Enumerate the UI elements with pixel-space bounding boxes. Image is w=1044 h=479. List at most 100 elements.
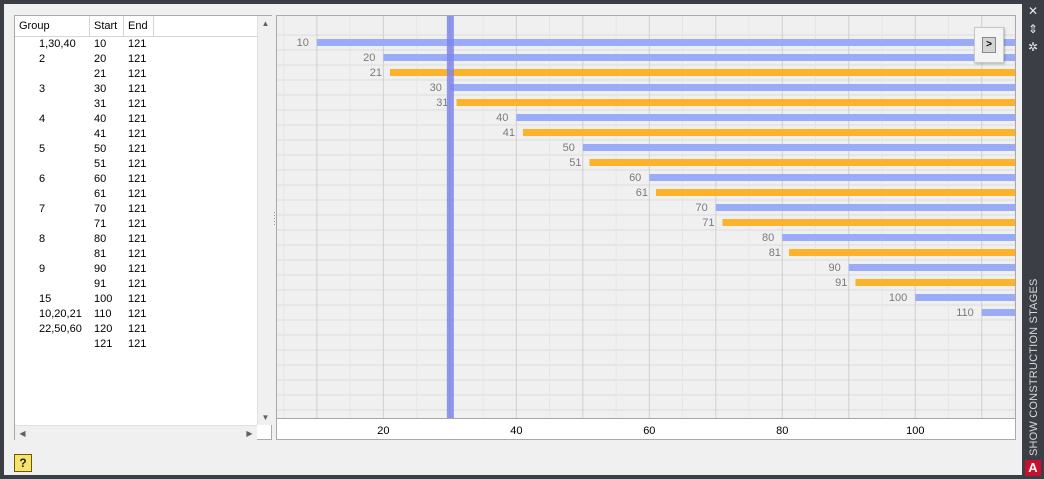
- stage-bar-label: 30: [430, 82, 442, 94]
- palette-title: SHOW CONSTRUCTION STAGES: [1028, 278, 1040, 456]
- row-start: 31: [94, 98, 107, 110]
- window-border-top: [0, 0, 1022, 4]
- autohide-icon[interactable]: ⇕: [1027, 22, 1039, 36]
- row-end: 121: [128, 323, 147, 335]
- scroll-right-icon[interactable]: ▶: [246, 429, 253, 438]
- window-border-left: [0, 0, 4, 479]
- list-item[interactable]: 4 40 121: [15, 112, 257, 127]
- row-end: 121: [128, 158, 147, 170]
- row-start: 120: [94, 323, 113, 335]
- vertical-scrollbar[interactable]: ▲ ▼: [257, 16, 273, 425]
- stage-bar: [848, 264, 1015, 271]
- help-icon[interactable]: ?: [14, 454, 32, 472]
- stage-bar-label: 21: [370, 67, 382, 79]
- list-item[interactable]: 81 121: [15, 247, 257, 262]
- row-end: 121: [128, 308, 147, 320]
- list-item[interactable]: 15 100 121: [15, 292, 257, 307]
- row-end: 121: [128, 263, 147, 275]
- row-start: 91: [94, 278, 107, 290]
- stage-bar-label: 80: [762, 232, 774, 244]
- stage-bar-label: 60: [629, 172, 641, 184]
- list-item[interactable]: 6 60 121: [15, 172, 257, 187]
- x-tick-label: 80: [776, 425, 788, 437]
- x-tick-label: 40: [510, 425, 522, 437]
- gantt-chart[interactable]: 10 20 21 30 31 40 41 50 51 60 61 70 71 80 81 90 91 100 110…: [276, 15, 1016, 440]
- stage-bar: [516, 114, 1015, 121]
- list-item[interactable]: 71 121: [15, 217, 257, 232]
- close-icon[interactable]: ✕: [1027, 4, 1039, 18]
- stage-bar: [383, 54, 1015, 61]
- list-item[interactable]: 1,30,40 10 121: [15, 37, 257, 52]
- row-start: 20: [94, 53, 107, 65]
- stage-bar-label: 70: [696, 202, 708, 214]
- x-axis-background: [277, 418, 1015, 439]
- autocad-logo-icon: A: [1025, 460, 1041, 476]
- list-item[interactable]: 7 70 121: [15, 202, 257, 217]
- stage-bar-label: 31: [436, 97, 448, 109]
- row-group: 9: [39, 263, 46, 275]
- row-end: 121: [128, 83, 147, 95]
- row-group: 5: [39, 143, 46, 155]
- row-group: 6: [39, 173, 46, 185]
- row-end: 121: [128, 53, 147, 65]
- horizontal-scrollbar[interactable]: ◀ ▶: [15, 425, 257, 441]
- stage-bar-label: 91: [835, 277, 847, 289]
- list-item[interactable]: 8 80 121: [15, 232, 257, 247]
- palette-title-bar[interactable]: ✕ ⇕ ✲: [1022, 0, 1044, 479]
- column-header-start[interactable]: Start: [90, 16, 124, 36]
- stage-bar-label: 71: [702, 217, 714, 229]
- window-border-bottom: [0, 475, 1022, 479]
- next-stage-button[interactable]: >: [974, 27, 1004, 63]
- stage-bar-label: 90: [829, 262, 841, 274]
- row-end: 121: [128, 68, 147, 80]
- list-item[interactable]: 121 121: [15, 337, 257, 352]
- stage-bar-label: 50: [563, 142, 575, 154]
- scroll-left-icon[interactable]: ◀: [19, 429, 26, 438]
- stage-bar-label: 61: [636, 187, 648, 199]
- row-group: 1,30,40: [39, 38, 76, 50]
- row-end: 121: [128, 338, 147, 350]
- stage-bar: [715, 204, 1015, 211]
- list-item[interactable]: 2 20 121: [15, 52, 257, 67]
- stage-bar: [523, 129, 1015, 136]
- gantt-chart-svg: 10 20 21 30 31 40 41 50 51 60 61 70 71 80 81 90 91 100 110…: [277, 16, 1015, 439]
- stage-bar: [456, 99, 1015, 106]
- stage-bar: [582, 144, 1015, 151]
- list-item[interactable]: 51 121: [15, 157, 257, 172]
- row-group: 22,50,60: [39, 323, 82, 335]
- row-end: 121: [128, 203, 147, 215]
- panel-splitter[interactable]: [273, 210, 276, 234]
- list-item[interactable]: 31 121: [15, 97, 257, 112]
- list-item[interactable]: 22,50,60 120 121: [15, 322, 257, 337]
- stage-bar-label: 20: [363, 52, 375, 64]
- list-item[interactable]: 5 50 121: [15, 142, 257, 157]
- row-group: 3: [39, 83, 46, 95]
- list-item[interactable]: 41 121: [15, 127, 257, 142]
- row-start: 100: [94, 293, 113, 305]
- list-item[interactable]: 61 121: [15, 187, 257, 202]
- list-item[interactable]: 9 90 121: [15, 262, 257, 277]
- row-start: 41: [94, 128, 107, 140]
- properties-icon[interactable]: ✲: [1027, 40, 1039, 54]
- column-header-group[interactable]: Group: [15, 16, 90, 36]
- list-item[interactable]: 10,20,21 110 121: [15, 307, 257, 322]
- row-end: 121: [128, 248, 147, 260]
- stage-bar: [855, 279, 1015, 286]
- list-header: Group Start End: [15, 16, 257, 37]
- scroll-up-icon[interactable]: ▲: [261, 19, 270, 28]
- list-item[interactable]: 91 121: [15, 277, 257, 292]
- list-item[interactable]: 3 30 121: [15, 82, 257, 97]
- stage-bar: [589, 159, 1015, 166]
- stage-bar: [655, 189, 1015, 196]
- column-header-end[interactable]: End: [124, 16, 154, 36]
- x-tick-label: 20: [377, 425, 389, 437]
- stage-bar: [981, 309, 1015, 316]
- row-start: 21: [94, 68, 107, 80]
- scroll-down-icon[interactable]: ▼: [261, 413, 270, 422]
- row-end: 121: [128, 173, 147, 185]
- row-end: 121: [128, 218, 147, 230]
- list-item[interactable]: 21 121: [15, 67, 257, 82]
- stage-bar-label: 10: [297, 37, 309, 49]
- stage-bar: [788, 249, 1015, 256]
